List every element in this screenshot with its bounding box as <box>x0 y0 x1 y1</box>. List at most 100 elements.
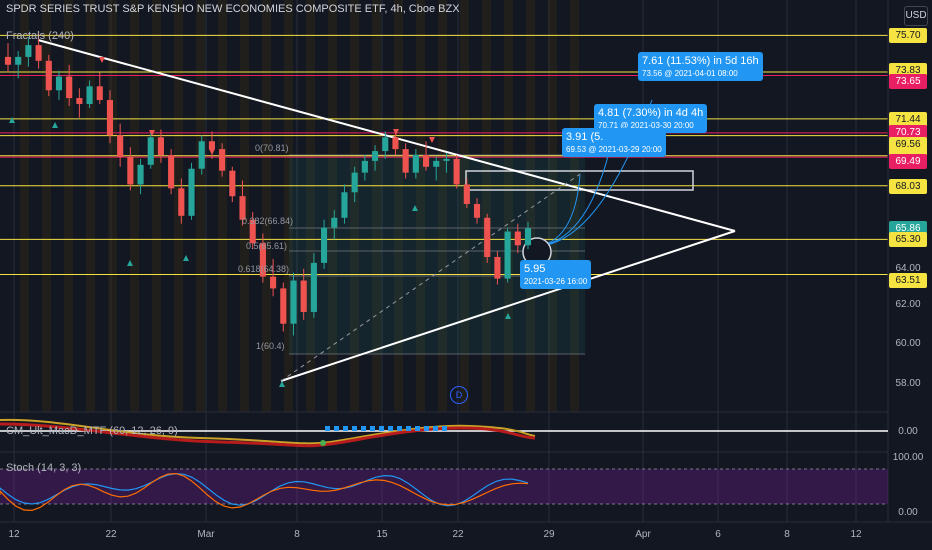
callout-origin[interactable]: 5.95 2021-03-26 16:00 <box>520 260 592 289</box>
candle-body-23 <box>239 196 246 220</box>
session-band <box>86 0 95 412</box>
candle-body-50 <box>514 231 521 246</box>
callout-3-target: 69.53 @ 2021-03-29 20:00 <box>566 145 662 154</box>
price-axis-label: 69.49 <box>889 154 927 170</box>
macd-histogram-bar <box>397 426 402 431</box>
candle-body-9 <box>96 86 103 101</box>
price-axis-label: 68.03 <box>889 178 927 194</box>
upper-trendline <box>37 39 736 232</box>
macd-histogram-bar <box>433 426 438 431</box>
candle-body-44 <box>453 158 460 185</box>
macd-histogram-bar <box>442 426 447 431</box>
callout-origin-date: 2021-03-26 16:00 <box>524 277 588 286</box>
session-band <box>262 0 271 412</box>
projection-arc-1 <box>539 139 613 247</box>
time-axis-label: Mar <box>197 529 215 540</box>
session-band <box>504 0 513 412</box>
fib-label-0: 0(70.81) <box>255 143 289 153</box>
session-band <box>152 0 161 412</box>
candle-body-22 <box>229 170 236 197</box>
candle-body-42 <box>433 160 440 167</box>
session-band <box>218 0 227 412</box>
session-band <box>394 0 403 412</box>
fractal-up-1 <box>52 122 58 128</box>
fib-label-1: 1(60.4) <box>256 341 285 351</box>
macd-histogram-bar <box>388 426 393 431</box>
callout-origin-value: 5.95 <box>524 263 546 275</box>
candle-body-47 <box>484 217 491 258</box>
candle-body-28 <box>290 280 297 324</box>
price-axis-label: 71.44 <box>889 111 927 127</box>
price-axis-label: 75.70 <box>889 28 927 44</box>
candle-body-33 <box>341 192 348 218</box>
fractal-down-2 <box>209 149 215 155</box>
session-band <box>64 0 73 412</box>
candle-body-37 <box>382 137 389 152</box>
candle-body-25 <box>259 243 266 277</box>
session-band <box>196 0 205 412</box>
price-axis-label: 63.51 <box>889 273 927 289</box>
time-axis-label: 12 <box>850 529 862 540</box>
candle-body-24 <box>249 219 256 244</box>
candle-body-20 <box>208 141 215 150</box>
callout-1-change: 7.61 (11.53%) in 5d 16h <box>642 55 759 67</box>
session-band <box>460 0 469 412</box>
session-band <box>284 0 293 412</box>
candle-body-16 <box>168 154 175 189</box>
fractal-up-5 <box>412 205 418 211</box>
candle-body-27 <box>280 288 287 324</box>
callout-2-target: 70.71 @ 2021-03-30 20:00 <box>598 121 694 130</box>
currency-button[interactable]: USD <box>904 6 928 26</box>
candle-body-4 <box>45 60 52 91</box>
macd-indicator-label[interactable]: CM_Ult_MacD_MTF (60, 12, 26, 9) <box>6 425 178 437</box>
indicator-axis-label: 0.00 <box>898 507 918 518</box>
stoch-indicator-label[interactable]: Stoch (14, 3, 3) <box>6 462 82 474</box>
macd-histogram-bar <box>424 426 429 431</box>
fractals-indicator-label[interactable]: Fractals (240) <box>6 30 74 42</box>
dividend-marker-icon[interactable]: D <box>450 386 468 404</box>
candle-body-26 <box>270 276 277 289</box>
time-axis-label: 29 <box>543 529 555 540</box>
macd-histogram-bar <box>379 426 384 431</box>
fractal-down-4 <box>429 137 435 143</box>
candle-body-32 <box>331 217 338 228</box>
session-band <box>350 0 359 412</box>
price-axis-label: 65.30 <box>889 232 927 248</box>
price-axis-label: 62.00 <box>895 299 921 311</box>
candle-body-1 <box>15 56 22 65</box>
session-band <box>482 0 491 412</box>
macd-histogram-bar <box>334 426 339 431</box>
callout-projection-3[interactable]: 3.91 (5. 69.53 @ 2021-03-29 20:00 <box>562 128 666 157</box>
fib-label-0382: 0.382(66.84) <box>242 216 294 226</box>
indicator-axis-label: 100.00 <box>892 452 924 463</box>
candle-body-6 <box>66 76 73 99</box>
callout-projection-1[interactable]: 7.61 (11.53%) in 5d 16h 73.56 @ 2021-04-… <box>638 52 763 81</box>
price-axis-label: 69.56 <box>889 136 927 152</box>
candle-body-15 <box>157 137 164 155</box>
candle-body-31 <box>321 227 328 263</box>
candle-body-18 <box>188 168 195 216</box>
session-band <box>526 0 535 412</box>
candle-body-7 <box>76 98 83 104</box>
chart-title: SPDR SERIES TRUST S&P KENSHO NEW ECONOMI… <box>6 3 460 15</box>
time-axis-label: 22 <box>452 529 464 540</box>
lower-trendline <box>280 230 736 382</box>
fib-label-05: 0.5(65.61) <box>246 241 288 251</box>
candle-body-48 <box>494 257 501 279</box>
candle-body-35 <box>361 160 368 173</box>
stoch-band <box>0 469 888 504</box>
candle-body-41 <box>422 154 430 167</box>
fractal-up-4 <box>279 381 285 387</box>
time-axis-label: 22 <box>105 529 117 540</box>
macd-histogram-bar <box>415 426 420 431</box>
fractal-down-0 <box>99 57 105 63</box>
diagonal-guide <box>280 171 584 382</box>
candle-body-13 <box>137 164 144 185</box>
time-axis-label: 15 <box>376 529 388 540</box>
price-axis-label: 60.00 <box>895 338 921 350</box>
session-band <box>372 0 381 412</box>
candle-body-45 <box>463 184 470 205</box>
fractal-down-3 <box>393 129 399 135</box>
